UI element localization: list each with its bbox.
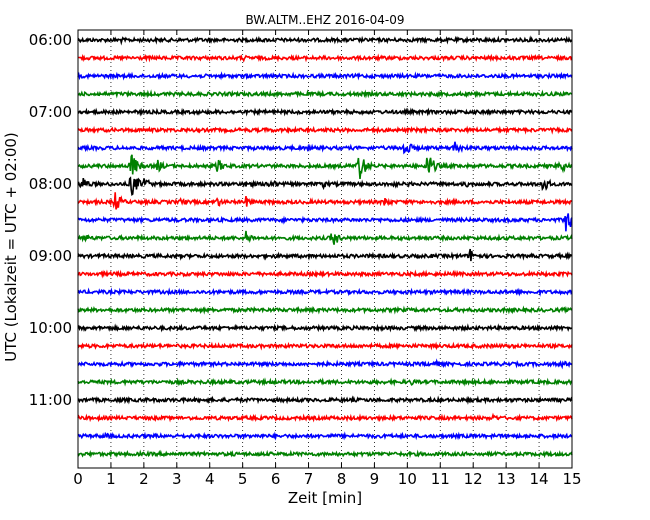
x-tick-label: 8: [337, 470, 347, 488]
x-tick-label: 0: [73, 470, 83, 488]
trace-line: [77, 358, 573, 370]
traces: [77, 35, 573, 459]
y-tick-label: 09:00: [29, 247, 72, 265]
trace-line: [77, 176, 573, 197]
x-tick-label: 15: [562, 470, 581, 488]
x-tick-label: 3: [172, 470, 182, 488]
plot-frame: [77, 29, 573, 469]
x-tick-label: 7: [304, 470, 314, 488]
y-tick-label: 06:00: [29, 31, 72, 49]
trace-line: [77, 89, 573, 99]
trace-line: [77, 287, 573, 297]
trace-line: [77, 192, 573, 210]
trace-line: [77, 341, 573, 351]
x-tick-label: 2: [139, 470, 149, 488]
trace-line: [77, 449, 573, 459]
x-tick-label: 9: [370, 470, 380, 488]
trace-line: [77, 377, 573, 387]
x-tick-label: 4: [205, 470, 215, 488]
trace-line: [77, 395, 573, 405]
trace-line: [77, 323, 573, 333]
trace-line: [77, 213, 573, 232]
trace-line: [77, 248, 573, 262]
x-tick-label: 5: [238, 470, 248, 488]
trace-line: [77, 71, 573, 81]
x-tick-label: 6: [271, 470, 281, 488]
trace-line: [77, 107, 573, 117]
x-tick-label: 11: [431, 470, 450, 488]
trace-line: [77, 125, 573, 135]
trace-line: [77, 141, 573, 155]
y-tick-label: 11:00: [29, 391, 72, 409]
trace-line: [77, 269, 573, 279]
trace-line: [77, 35, 572, 46]
y-tick-label: 07:00: [29, 103, 72, 121]
x-tick-label: 1: [106, 470, 116, 488]
x-tick-label: 12: [464, 470, 483, 488]
trace-line: [77, 412, 573, 423]
x-tick-label: 10: [398, 470, 417, 488]
y-axis-label: UTC (Lokalzeit = UTC + 02:00): [2, 132, 20, 362]
y-axis: 06:00 07:00 08:00 09:00 10:00 11:00: [29, 31, 572, 409]
trace-line: [77, 431, 573, 441]
trace-line: [77, 154, 573, 179]
trace-line: [77, 230, 573, 245]
x-tick-label: 13: [497, 470, 516, 488]
y-tick-label: 10:00: [29, 319, 72, 337]
x-tick-label: 14: [530, 470, 549, 488]
chart-title: BW.ALTM..EHZ 2016-04-09: [245, 13, 404, 27]
x-axis-label: Zeit [min]: [288, 489, 362, 507]
y-tick-label: 08:00: [29, 175, 72, 193]
trace-line: [77, 305, 573, 315]
x-axis: 0 1 2 3 4 5 6 7 8 9 10 11 12 13 14 15: [73, 30, 582, 488]
trace-line: [77, 53, 573, 63]
